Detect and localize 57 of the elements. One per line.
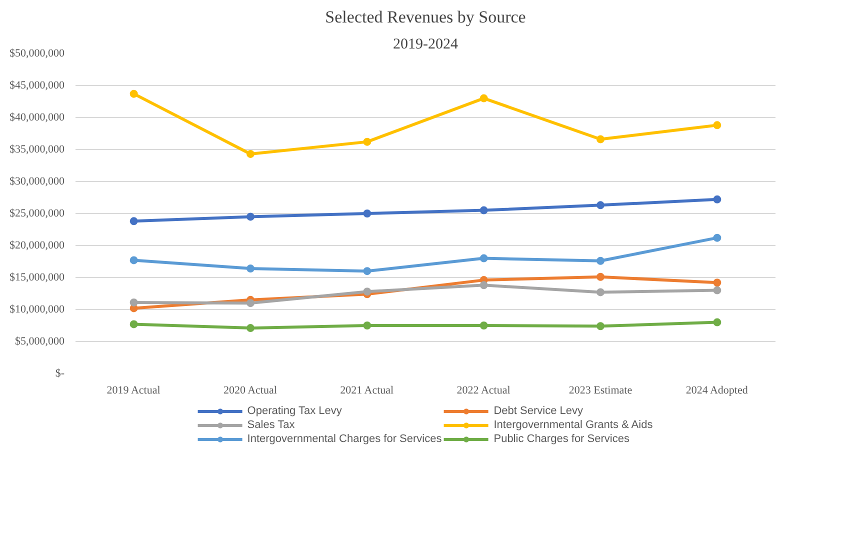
point	[363, 138, 372, 146]
y-tick-label: $10,000,000	[10, 304, 65, 316]
legend-label: Intergovernmental Grants & Aids	[494, 419, 653, 431]
chart-subtitle: 2019-2024	[393, 36, 458, 52]
point	[130, 298, 138, 306]
chart-title: Selected Revenues by Source	[325, 8, 526, 26]
y-tick-label: $15,000,000	[10, 272, 65, 284]
legend-label: Public Charges for Services	[494, 433, 630, 445]
point	[596, 288, 604, 296]
point	[363, 267, 372, 276]
legend-label: Intergovernmental Charges for Services	[247, 433, 442, 445]
point	[246, 264, 254, 273]
point	[363, 210, 372, 218]
point	[596, 256, 604, 265]
x-tick-label: 2019 Actual	[106, 384, 160, 396]
x-tick-label: 2021 Actual	[340, 384, 394, 396]
point	[713, 121, 722, 130]
point	[596, 272, 604, 281]
point	[130, 320, 138, 328]
point	[596, 201, 604, 210]
point	[130, 90, 138, 98]
y-tick-label: $-	[55, 368, 65, 380]
y-tick-label: $35,000,000	[10, 144, 65, 156]
point	[363, 288, 372, 296]
point	[596, 135, 604, 144]
y-tick-label: $25,000,000	[10, 208, 65, 220]
point	[480, 206, 488, 214]
x-tick-label: 2023 Estimate	[568, 384, 632, 396]
point	[246, 299, 254, 308]
point	[713, 318, 722, 326]
point	[480, 94, 488, 102]
point	[246, 150, 254, 158]
point	[713, 278, 722, 287]
x-tick-label: 2020 Actual	[223, 384, 277, 396]
x-tick-label: 2024 Adopted	[686, 384, 748, 396]
point	[713, 234, 722, 242]
y-tick-label: $20,000,000	[10, 240, 65, 252]
y-tick-label: $45,000,000	[10, 80, 65, 92]
y-tick-label: $5,000,000	[15, 336, 65, 348]
x-tick-label: 2022 Actual	[456, 384, 510, 396]
point	[130, 256, 138, 264]
y-tick-label: $30,000,000	[10, 176, 65, 188]
point	[246, 212, 254, 221]
point	[246, 324, 254, 332]
point	[130, 217, 138, 226]
point	[480, 322, 488, 330]
point	[480, 254, 488, 262]
point	[713, 286, 722, 294]
point	[363, 322, 372, 330]
point	[713, 195, 722, 204]
legend-label: Sales Tax	[247, 419, 295, 431]
y-tick-label: $50,000,000	[10, 48, 65, 60]
point	[480, 281, 488, 290]
point	[596, 322, 604, 330]
legend-label: Operating Tax Levy	[247, 405, 342, 417]
y-tick-label: $40,000,000	[10, 112, 65, 124]
legend-label: Debt Service Levy	[494, 405, 583, 417]
